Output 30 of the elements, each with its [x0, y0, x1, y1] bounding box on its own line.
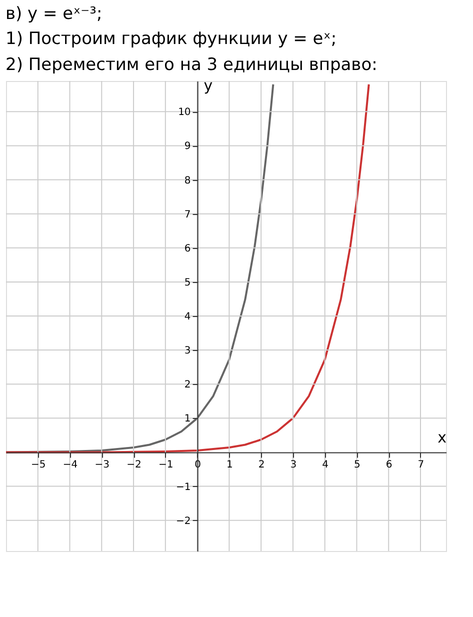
y-tick-label: 5 — [184, 277, 191, 288]
y-tick-label: −1 — [176, 482, 191, 493]
y-tick-label: 6 — [184, 243, 191, 254]
text: 2) Переместим его на 3 единицы вправо: — [6, 55, 378, 75]
y-tick-label: 4 — [184, 312, 191, 322]
x-tick-label: −4 — [62, 460, 78, 471]
x-tick-label: −1 — [158, 460, 174, 471]
y-tick-label: 1 — [184, 414, 191, 425]
x-tick-label: 2 — [258, 460, 265, 471]
y-tick-label: 7 — [184, 209, 191, 220]
y-tick-label: 9 — [184, 141, 191, 152]
x-tick-label: 1 — [226, 460, 233, 471]
y-tick-label: −2 — [176, 516, 191, 527]
chart-title: в) y = eˣ⁻³; — [6, 4, 102, 24]
line-series — [6, 83, 370, 454]
y-tick-label: 10 — [178, 107, 191, 118]
x-axis-title: x — [438, 428, 447, 447]
text: 1) Построим график функции y = eˣ; — [6, 29, 337, 49]
x-tick-label: −3 — [94, 460, 110, 471]
x-tick-label: 4 — [322, 460, 329, 471]
y-tick-label: 2 — [184, 380, 191, 391]
y-tick-label: 3 — [184, 346, 191, 357]
x-tick-label: 7 — [418, 460, 424, 471]
x-tick-label: 3 — [290, 460, 297, 471]
y-axis-title: y — [204, 76, 213, 94]
y-tick-label: 8 — [184, 175, 191, 186]
x-tick-label: 5 — [354, 460, 360, 471]
x-tick-label: 6 — [386, 460, 392, 471]
x-tick-label: −5 — [31, 460, 46, 471]
x-tick-label: −2 — [126, 460, 142, 471]
